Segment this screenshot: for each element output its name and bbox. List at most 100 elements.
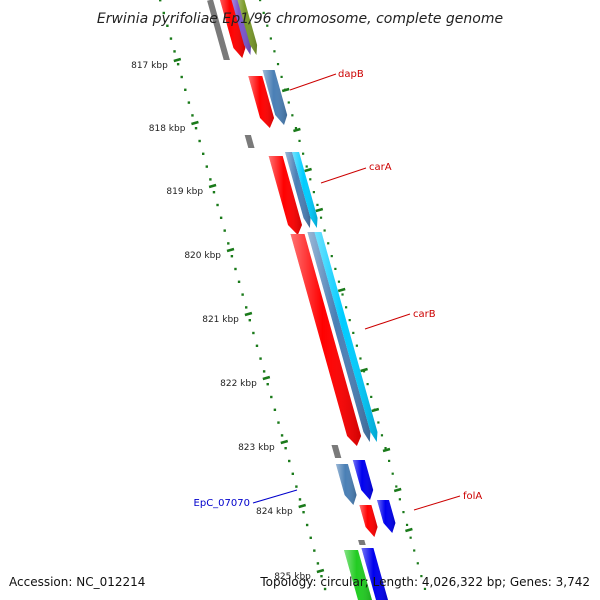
ruler-minor-tick [173, 50, 176, 53]
ruler-tick-label: 822 kbp [220, 379, 257, 389]
gene-carA-steel-shade [285, 152, 311, 228]
ruler-outer-tick [291, 114, 294, 117]
gene-folA-shade [359, 505, 378, 537]
ruler-major-tick [191, 120, 199, 126]
ruler-minor-tick [212, 191, 216, 194]
gene-top-red-shade [219, 0, 246, 58]
ruler-minor-tick [198, 139, 201, 143]
ruler-tick-label: 823 kbp [238, 443, 275, 453]
ruler-minor-tick [291, 472, 295, 475]
ruler-minor-tick [280, 434, 284, 437]
ruler-outer-tick [280, 75, 283, 78]
ruler-major-tick [298, 503, 307, 509]
ruler-outer-tick [366, 383, 369, 386]
gene-bottom-green-shade [344, 550, 372, 600]
ruler-minor-tick [309, 536, 312, 539]
gene-folA-blue-shade [377, 500, 396, 533]
ruler-outer-tick [370, 395, 373, 398]
ruler-outer-tick [305, 165, 308, 168]
ruler-minor-tick [202, 152, 205, 155]
ruler-outer-tick [409, 536, 412, 539]
gene-EpC_07070-shade [352, 460, 374, 500]
ruler-minor-tick [184, 88, 187, 91]
ruler-minor-tick [166, 24, 169, 27]
ruler-outer-tick [402, 511, 405, 514]
ruler-outer-major-tick [360, 367, 368, 373]
ruler-minor-tick [223, 229, 226, 232]
ruler-outer-major-tick [304, 167, 312, 173]
ruler-outer-tick [316, 203, 319, 206]
ruler-minor-tick [305, 523, 309, 527]
ruler-major-tick [316, 568, 325, 574]
ruler-outer-tick [359, 357, 362, 360]
gene-label: carB [413, 309, 436, 320]
gene-dapB-partner-shade [262, 70, 288, 125]
gene-label: EpC_07070 [194, 498, 250, 509]
ruler-minor-tick [298, 498, 302, 501]
ruler-minor-tick [277, 421, 280, 424]
gene-carB-cyan-shade [314, 232, 378, 442]
ruler-outer-tick [298, 139, 301, 142]
ruler-outer-tick [355, 344, 358, 347]
ruler-outer-tick [377, 421, 380, 424]
ruler-minor-tick [323, 587, 327, 591]
gene-label-leader [364, 313, 411, 330]
track-halo [318, 458, 404, 540]
ruler-minor-tick [205, 165, 208, 168]
ruler-minor-tick [162, 11, 165, 15]
ruler-major-tick [208, 183, 217, 189]
ruler-outer-tick [312, 191, 315, 194]
ruler-major-tick [226, 247, 235, 253]
ruler-minor-tick [273, 408, 277, 411]
ruler-minor-tick [237, 280, 241, 283]
ruler-outer-tick [269, 37, 272, 40]
ruler-outer-major-tick [337, 287, 346, 293]
ruler-outer-tick [262, 11, 265, 14]
ruler-minor-tick [266, 383, 269, 386]
ruler-outer-tick [398, 498, 401, 501]
ruler-minor-tick [219, 216, 223, 219]
gene-dapB-shade [248, 76, 275, 128]
ruler-tick-label: 818 kbp [149, 124, 186, 134]
ruler-minor-tick [194, 127, 198, 130]
gene-EpC_07070-steel-shade [335, 464, 357, 505]
ruler-outer-tick [348, 319, 351, 322]
ruler-outer-major-tick [293, 127, 301, 133]
ruler-minor-tick [176, 63, 180, 66]
ruler-outer-tick [259, 0, 262, 2]
ruler-tick-label: 819 kbp [166, 187, 203, 197]
gene-label: folA [463, 491, 482, 502]
ruler-outer-major-tick [393, 487, 402, 493]
ruler-outer-major-tick [281, 87, 290, 93]
ruler-minor-tick [180, 75, 183, 79]
ruler-minor-tick [227, 242, 230, 245]
ruler-minor-tick [169, 37, 173, 40]
ruler-outer-major-tick [405, 527, 413, 533]
ruler-outer-tick [395, 485, 398, 488]
ruler-minor-tick [230, 255, 234, 258]
ruler-outer-tick [309, 178, 312, 181]
ruler-minor-tick [255, 344, 259, 347]
ruler-tick-label: 821 kbp [202, 315, 239, 325]
ruler-minor-tick [216, 203, 219, 207]
gene-tracks [206, 0, 420, 600]
accession-text: Accession: NC_012214 [9, 575, 145, 589]
ruler-outer-major-tick [382, 447, 391, 453]
ruler-outer-tick [294, 127, 298, 130]
ruler-outer-tick [416, 562, 419, 565]
gene-label-leader [252, 489, 298, 504]
ruler-outer-tick [384, 447, 387, 450]
ruler-minor-tick [252, 331, 255, 335]
ruler-minor-tick [262, 370, 266, 373]
ruler-outer-tick [323, 229, 326, 232]
gene-label-leader [289, 73, 337, 91]
gene-bottom-blue-shade [361, 548, 388, 600]
ruler-tick-label: 824 kbp [256, 507, 293, 517]
gene-top-olive-shade [237, 0, 258, 55]
ruler-outer-tick [423, 587, 427, 590]
ruler-minor-tick [302, 511, 305, 514]
ruler-outer-tick [266, 24, 269, 27]
ruler-minor-tick [270, 395, 273, 399]
ruler-minor-tick [295, 485, 298, 488]
